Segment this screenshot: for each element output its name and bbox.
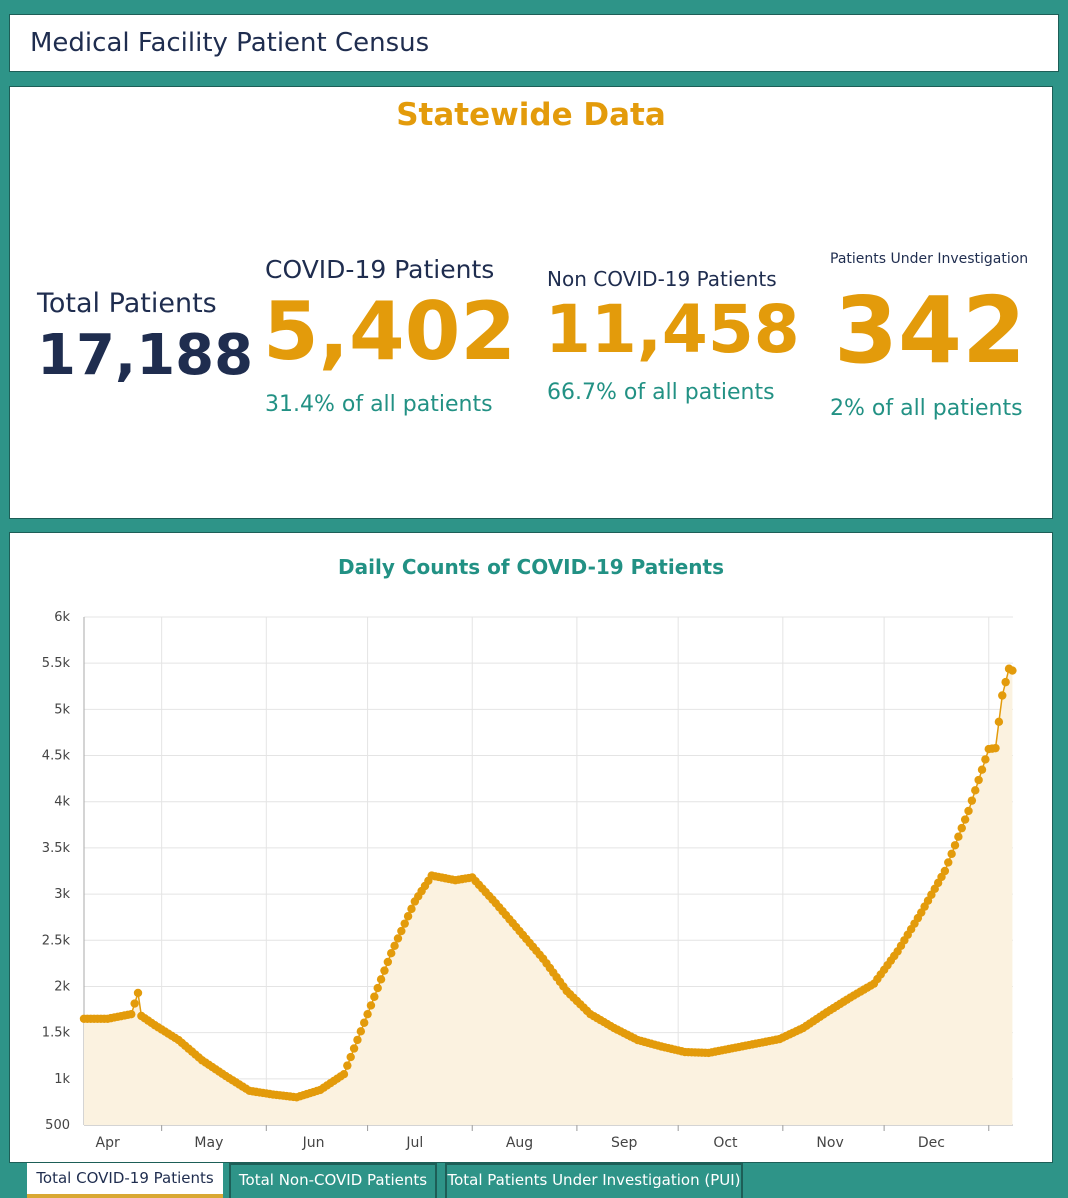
y-tick-label: 2k: [54, 979, 70, 994]
x-tick-label: Jul: [405, 1135, 423, 1151]
data-point: [349, 1044, 359, 1053]
data-point: [397, 926, 406, 936]
non-covid-label: Non COVID-19 Patients: [547, 267, 777, 291]
data-point: [407, 904, 416, 914]
data-point: [393, 934, 403, 943]
data-point: [339, 1070, 349, 1079]
stats-title: Statewide Data: [396, 97, 666, 133]
x-tick-label: Apr: [96, 1135, 120, 1151]
pui-value: 342: [834, 277, 1027, 384]
covid-patients-label: COVID-19 Patients: [265, 255, 495, 284]
data-point: [967, 796, 977, 805]
data-point: [366, 1001, 376, 1010]
chart-title: Daily Counts of COVID-19 Patients: [338, 555, 724, 579]
chart-panel: 500 1k 1.5k 2k 2.5k 3k 3.5k 4k 4.5k 5k 5.5k 6k Apr Ma…: [9, 532, 1053, 1163]
data-point: [387, 949, 396, 958]
data-point: [356, 1027, 366, 1036]
data-point: [957, 823, 966, 833]
data-point: [346, 1052, 355, 1062]
data-point: [960, 815, 970, 824]
total-patients-label: Total Patients: [37, 288, 217, 319]
data-point: [127, 1009, 136, 1019]
data-point: [133, 988, 143, 998]
data-point: [373, 983, 382, 993]
data-point: [360, 1018, 369, 1027]
title-bar: Medical Facility Patient Census: [9, 14, 1059, 72]
data-point: [380, 966, 389, 975]
pui-label: Patients Under Investigation: [830, 251, 1029, 267]
total-patients-value: 17,188: [37, 323, 254, 388]
tab-total-non-covid[interactable]: Total Non-COVID Patients: [229, 1163, 437, 1198]
data-point: [991, 743, 1000, 753]
covid-patients-pct: 31.4% of all patients: [265, 392, 493, 417]
data-point: [950, 841, 960, 850]
statewide-stats-panel: Statewide Data Total Patients 17,188 COV…: [9, 86, 1053, 519]
data-point: [343, 1061, 352, 1070]
y-tick-label: 1k: [54, 1072, 70, 1087]
data-point: [400, 919, 409, 928]
data-point: [940, 866, 950, 876]
x-tick-label: Oct: [713, 1135, 738, 1151]
y-tick-label: 5.5k: [42, 656, 71, 671]
pui-pct: 2% of all patients: [830, 396, 1023, 421]
data-point: [947, 849, 956, 859]
data-point: [353, 1035, 362, 1045]
data-point: [1001, 677, 1010, 687]
covid-daily-chart[interactable]: 500 1k 1.5k 2k 2.5k 3k 3.5k 4k 4.5k 5k 5.5k 6k Apr Ma…: [10, 533, 1054, 1164]
page-title: Medical Facility Patient Census: [30, 28, 430, 58]
data-point: [998, 691, 1007, 700]
y-tick-label: 4.5k: [42, 749, 71, 764]
non-covid-pct: 66.7% of all patients: [547, 380, 775, 405]
y-tick-label: 1.5k: [42, 1026, 71, 1041]
data-point: [390, 941, 399, 951]
x-tick-label: Jun: [302, 1135, 325, 1151]
data-point: [974, 775, 983, 785]
data-point: [363, 1009, 372, 1019]
y-tick-label: 3k: [54, 887, 70, 902]
data-point: [971, 786, 980, 795]
y-tick-label: 6k: [54, 610, 70, 625]
x-tick-label: Aug: [506, 1135, 533, 1151]
data-point: [954, 832, 963, 841]
x-tick-label: Dec: [918, 1135, 945, 1151]
x-tick-label: Sep: [611, 1135, 638, 1151]
y-tick-label: 2.5k: [42, 933, 71, 948]
non-covid-value: 11,458: [545, 291, 800, 368]
y-tick-label: 5k: [54, 702, 70, 717]
area-fill: [84, 668, 1013, 1125]
data-point: [964, 806, 973, 816]
covid-patients-value: 5,402: [263, 285, 517, 378]
data-point: [981, 755, 990, 764]
data-point: [977, 765, 987, 774]
data-point: [1008, 666, 1017, 675]
data-point: [370, 992, 379, 1001]
data-point: [383, 957, 393, 967]
y-tick-label: 4k: [54, 795, 70, 810]
y-tick-label: 3.5k: [42, 841, 71, 856]
data-point: [994, 717, 1004, 727]
y-tick-label: 500: [45, 1118, 70, 1133]
data-point: [376, 975, 386, 984]
data-point: [403, 912, 413, 921]
tab-total-pui[interactable]: Total Patients Under Investigation (PUI): [445, 1163, 743, 1198]
data-point: [944, 858, 953, 867]
tab-total-covid[interactable]: Total COVID-19 Patients: [27, 1163, 223, 1198]
data-point: [130, 999, 139, 1008]
x-tick-label: Nov: [816, 1135, 843, 1151]
x-tick-label: May: [194, 1135, 223, 1151]
